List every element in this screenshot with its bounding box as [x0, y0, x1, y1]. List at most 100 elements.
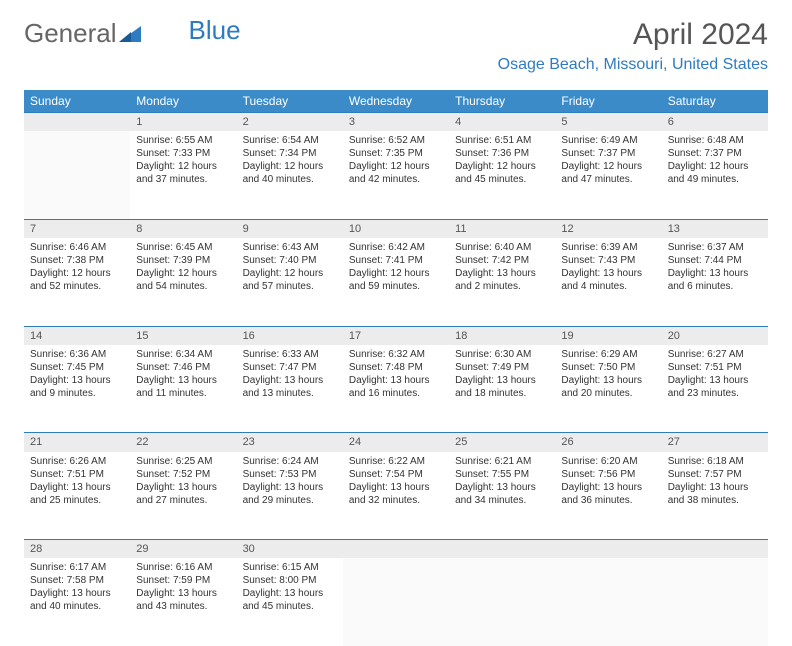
daylight-text: and 11 minutes. [136, 387, 230, 400]
calendar-body: 123456Sunrise: 6:55 AMSunset: 7:33 PMDay… [24, 113, 768, 646]
daylight-text: Daylight: 13 hours [668, 374, 762, 387]
weekday-header: Wednesday [343, 90, 449, 113]
day-content-cell: Sunrise: 6:26 AMSunset: 7:51 PMDaylight:… [24, 452, 130, 540]
daylight-text: Daylight: 13 hours [136, 374, 230, 387]
daylight-text: and 54 minutes. [136, 280, 230, 293]
daylight-text: and 18 minutes. [455, 387, 549, 400]
content-row: Sunrise: 6:46 AMSunset: 7:38 PMDaylight:… [24, 238, 768, 326]
daylight-text: Daylight: 13 hours [561, 267, 655, 280]
sunrise-text: Sunrise: 6:37 AM [668, 241, 762, 254]
sunset-text: Sunset: 7:43 PM [561, 254, 655, 267]
day-content-cell: Sunrise: 6:52 AMSunset: 7:35 PMDaylight:… [343, 131, 449, 219]
page-title: April 2024 [498, 18, 768, 52]
day-number-cell: 28 [24, 540, 130, 559]
day-content-cell: Sunrise: 6:51 AMSunset: 7:36 PMDaylight:… [449, 131, 555, 219]
sunrise-text: Sunrise: 6:33 AM [243, 348, 337, 361]
day-content-cell: Sunrise: 6:40 AMSunset: 7:42 PMDaylight:… [449, 238, 555, 326]
daylight-text: and 57 minutes. [243, 280, 337, 293]
day-number-cell: 19 [555, 326, 661, 345]
day-content-cell: Sunrise: 6:46 AMSunset: 7:38 PMDaylight:… [24, 238, 130, 326]
day-content-cell: Sunrise: 6:36 AMSunset: 7:45 PMDaylight:… [24, 345, 130, 433]
logo-general: General [24, 18, 117, 49]
sunset-text: Sunset: 7:39 PM [136, 254, 230, 267]
day-content-cell: Sunrise: 6:18 AMSunset: 7:57 PMDaylight:… [662, 452, 768, 540]
day-number-cell: 22 [130, 433, 236, 452]
day-content-cell: Sunrise: 6:29 AMSunset: 7:50 PMDaylight:… [555, 345, 661, 433]
daylight-text: and 2 minutes. [455, 280, 549, 293]
day-content-cell: Sunrise: 6:15 AMSunset: 8:00 PMDaylight:… [237, 558, 343, 646]
daynum-row: 282930 [24, 540, 768, 559]
daylight-text: Daylight: 12 hours [349, 267, 443, 280]
daylight-text: and 20 minutes. [561, 387, 655, 400]
daylight-text: Daylight: 13 hours [561, 374, 655, 387]
daylight-text: and 4 minutes. [561, 280, 655, 293]
weekday-header: Sunday [24, 90, 130, 113]
day-number-cell: 11 [449, 219, 555, 238]
daylight-text: Daylight: 13 hours [30, 374, 124, 387]
daylight-text: Daylight: 13 hours [243, 587, 337, 600]
day-number-cell: 18 [449, 326, 555, 345]
weekday-header: Friday [555, 90, 661, 113]
sunrise-text: Sunrise: 6:43 AM [243, 241, 337, 254]
sunset-text: Sunset: 7:52 PM [136, 468, 230, 481]
title-block: April 2024 Osage Beach, Missouri, United… [498, 18, 768, 74]
sunset-text: Sunset: 7:58 PM [30, 574, 124, 587]
day-number-cell: 25 [449, 433, 555, 452]
sunrise-text: Sunrise: 6:42 AM [349, 241, 443, 254]
sunset-text: Sunset: 7:53 PM [243, 468, 337, 481]
day-content-cell: Sunrise: 6:24 AMSunset: 7:53 PMDaylight:… [237, 452, 343, 540]
sunrise-text: Sunrise: 6:36 AM [30, 348, 124, 361]
sunset-text: Sunset: 7:40 PM [243, 254, 337, 267]
sunset-text: Sunset: 7:56 PM [561, 468, 655, 481]
day-number-cell [343, 540, 449, 559]
daylight-text: Daylight: 13 hours [243, 481, 337, 494]
header: General Blue April 2024 Osage Beach, Mis… [0, 0, 792, 82]
weekday-header: Saturday [662, 90, 768, 113]
day-number-cell: 26 [555, 433, 661, 452]
day-number-cell: 17 [343, 326, 449, 345]
weekday-header-row: Sunday Monday Tuesday Wednesday Thursday… [24, 90, 768, 113]
daylight-text: Daylight: 13 hours [30, 481, 124, 494]
sunset-text: Sunset: 7:57 PM [668, 468, 762, 481]
day-number-cell: 1 [130, 113, 236, 132]
sunrise-text: Sunrise: 6:51 AM [455, 134, 549, 147]
logo-blue: Blue [189, 15, 241, 46]
sunrise-text: Sunrise: 6:54 AM [243, 134, 337, 147]
day-content-cell [449, 558, 555, 646]
daylight-text: and 36 minutes. [561, 494, 655, 507]
weekday-header: Monday [130, 90, 236, 113]
day-number-cell: 23 [237, 433, 343, 452]
daynum-row: 123456 [24, 113, 768, 132]
daylight-text: Daylight: 13 hours [136, 587, 230, 600]
day-content-cell: Sunrise: 6:45 AMSunset: 7:39 PMDaylight:… [130, 238, 236, 326]
sunset-text: Sunset: 7:41 PM [349, 254, 443, 267]
daylight-text: Daylight: 13 hours [136, 481, 230, 494]
daylight-text: and 13 minutes. [243, 387, 337, 400]
day-number-cell [449, 540, 555, 559]
daynum-row: 78910111213 [24, 219, 768, 238]
daylight-text: and 59 minutes. [349, 280, 443, 293]
daylight-text: and 42 minutes. [349, 173, 443, 186]
sunrise-text: Sunrise: 6:40 AM [455, 241, 549, 254]
sunset-text: Sunset: 7:37 PM [561, 147, 655, 160]
sunrise-text: Sunrise: 6:34 AM [136, 348, 230, 361]
day-content-cell: Sunrise: 6:16 AMSunset: 7:59 PMDaylight:… [130, 558, 236, 646]
daylight-text: Daylight: 13 hours [30, 587, 124, 600]
daylight-text: Daylight: 12 hours [243, 160, 337, 173]
sunset-text: Sunset: 7:47 PM [243, 361, 337, 374]
daynum-row: 14151617181920 [24, 326, 768, 345]
daylight-text: and 38 minutes. [668, 494, 762, 507]
sunrise-text: Sunrise: 6:21 AM [455, 455, 549, 468]
daylight-text: Daylight: 12 hours [136, 267, 230, 280]
sunrise-text: Sunrise: 6:45 AM [136, 241, 230, 254]
sunset-text: Sunset: 8:00 PM [243, 574, 337, 587]
day-number-cell: 20 [662, 326, 768, 345]
daylight-text: Daylight: 12 hours [349, 160, 443, 173]
daylight-text: Daylight: 12 hours [455, 160, 549, 173]
weekday-header: Thursday [449, 90, 555, 113]
sunset-text: Sunset: 7:55 PM [455, 468, 549, 481]
sunrise-text: Sunrise: 6:17 AM [30, 561, 124, 574]
day-number-cell: 16 [237, 326, 343, 345]
daylight-text: Daylight: 13 hours [668, 481, 762, 494]
day-content-cell [555, 558, 661, 646]
